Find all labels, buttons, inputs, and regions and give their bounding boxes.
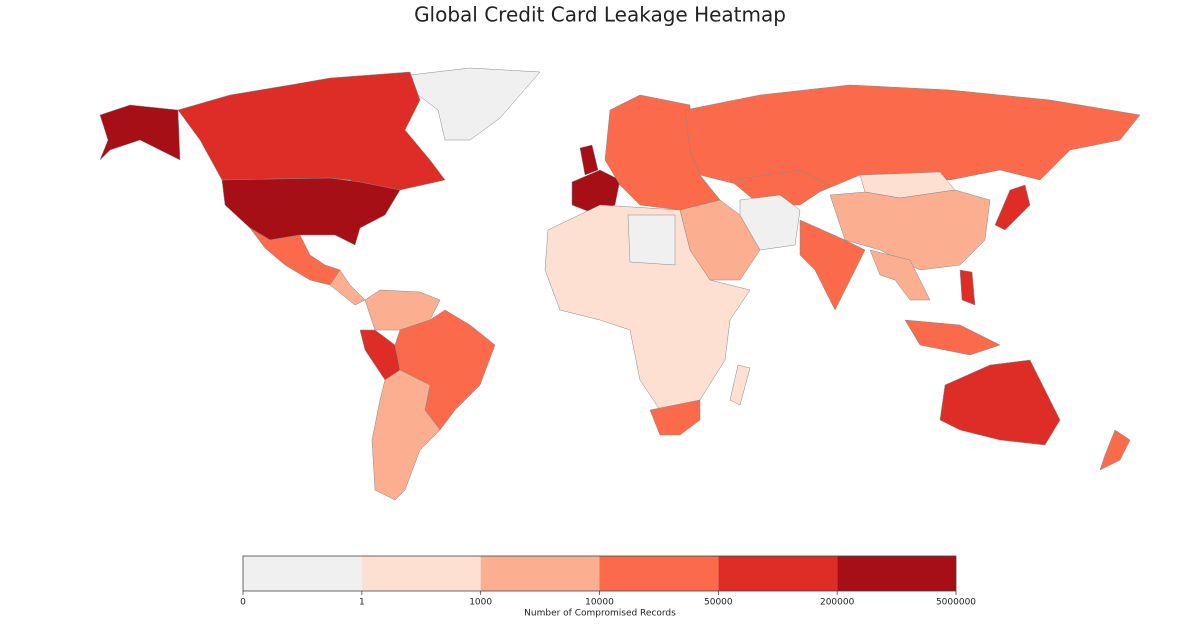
france-iberia [571,169,621,213]
canada [177,71,446,191]
legend-tick-label: 1000 [469,598,492,608]
north-africa [544,204,751,411]
legend-swatch [361,556,481,591]
southeast-asia [869,249,931,301]
legend-tick-label: 0 [240,598,246,608]
legend-swatch [718,556,838,591]
argentina-chile [371,369,441,501]
legend-swatch [837,556,956,591]
legend-tick-label: 1 [359,598,365,608]
greenland [409,67,541,141]
sahara [627,214,676,266]
legend-swatch [480,556,600,591]
legend-tick-label: 50000 [704,598,733,608]
japan [994,184,1031,231]
mexico [249,227,341,286]
indonesia [904,319,1001,356]
uk [579,144,599,176]
madagascar [729,364,751,406]
colombia-venezuela [364,289,441,331]
legend-tick-label: 5000000 [936,598,976,608]
india [799,219,866,311]
south-africa [649,399,701,436]
chart-title: Global Credit Card Leakage Heatmap [414,3,786,27]
central-america [329,269,366,306]
china [829,189,991,271]
australia [939,359,1061,446]
color-legend: Number of Compromised Records 0 1 1000 1000… [240,555,976,619]
legend-swatch [599,556,719,591]
iran-afghanistan [739,194,801,251]
legend-title: Number of Compromised Records [524,609,676,619]
legend-tick-label: 10000 [585,598,614,608]
world-map [99,67,1141,501]
alaska [99,104,181,161]
new-zealand [1099,429,1131,471]
legend-tick-label: 200000 [820,598,855,608]
philippines [959,269,976,306]
peru [359,329,401,381]
legend-swatch [243,556,362,591]
usa [221,177,401,246]
